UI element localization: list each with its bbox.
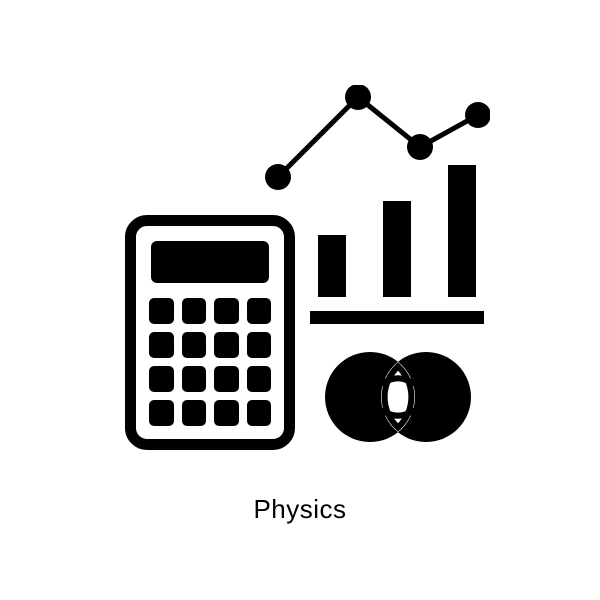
caption-label: Physics [0,494,600,525]
calculator-keys [149,298,271,426]
venn-diagram-icon [318,345,478,450]
calculator-key [214,332,239,358]
calculator-key [182,400,207,426]
calculator-key [214,366,239,392]
calculator-key [149,298,174,324]
calculator-key [214,298,239,324]
calculator-key [214,400,239,426]
calculator-key [182,366,207,392]
chart-bar [383,201,411,297]
calculator-key [149,332,174,358]
bar-chart-icon [310,132,480,324]
calculator-key [149,366,174,392]
calculator-icon [125,215,295,450]
calculator-key [247,298,272,324]
calculator-key [247,332,272,358]
calculator-key [247,400,272,426]
chart-bar [448,165,476,297]
calculator-key [182,332,207,358]
calculator-key [182,298,207,324]
calculator-screen [151,241,269,283]
calculator-key [247,366,272,392]
calculator-key [149,400,174,426]
chart-baseline [310,311,484,324]
physics-infographic: Physics [0,0,600,600]
chart-bar [318,235,346,297]
